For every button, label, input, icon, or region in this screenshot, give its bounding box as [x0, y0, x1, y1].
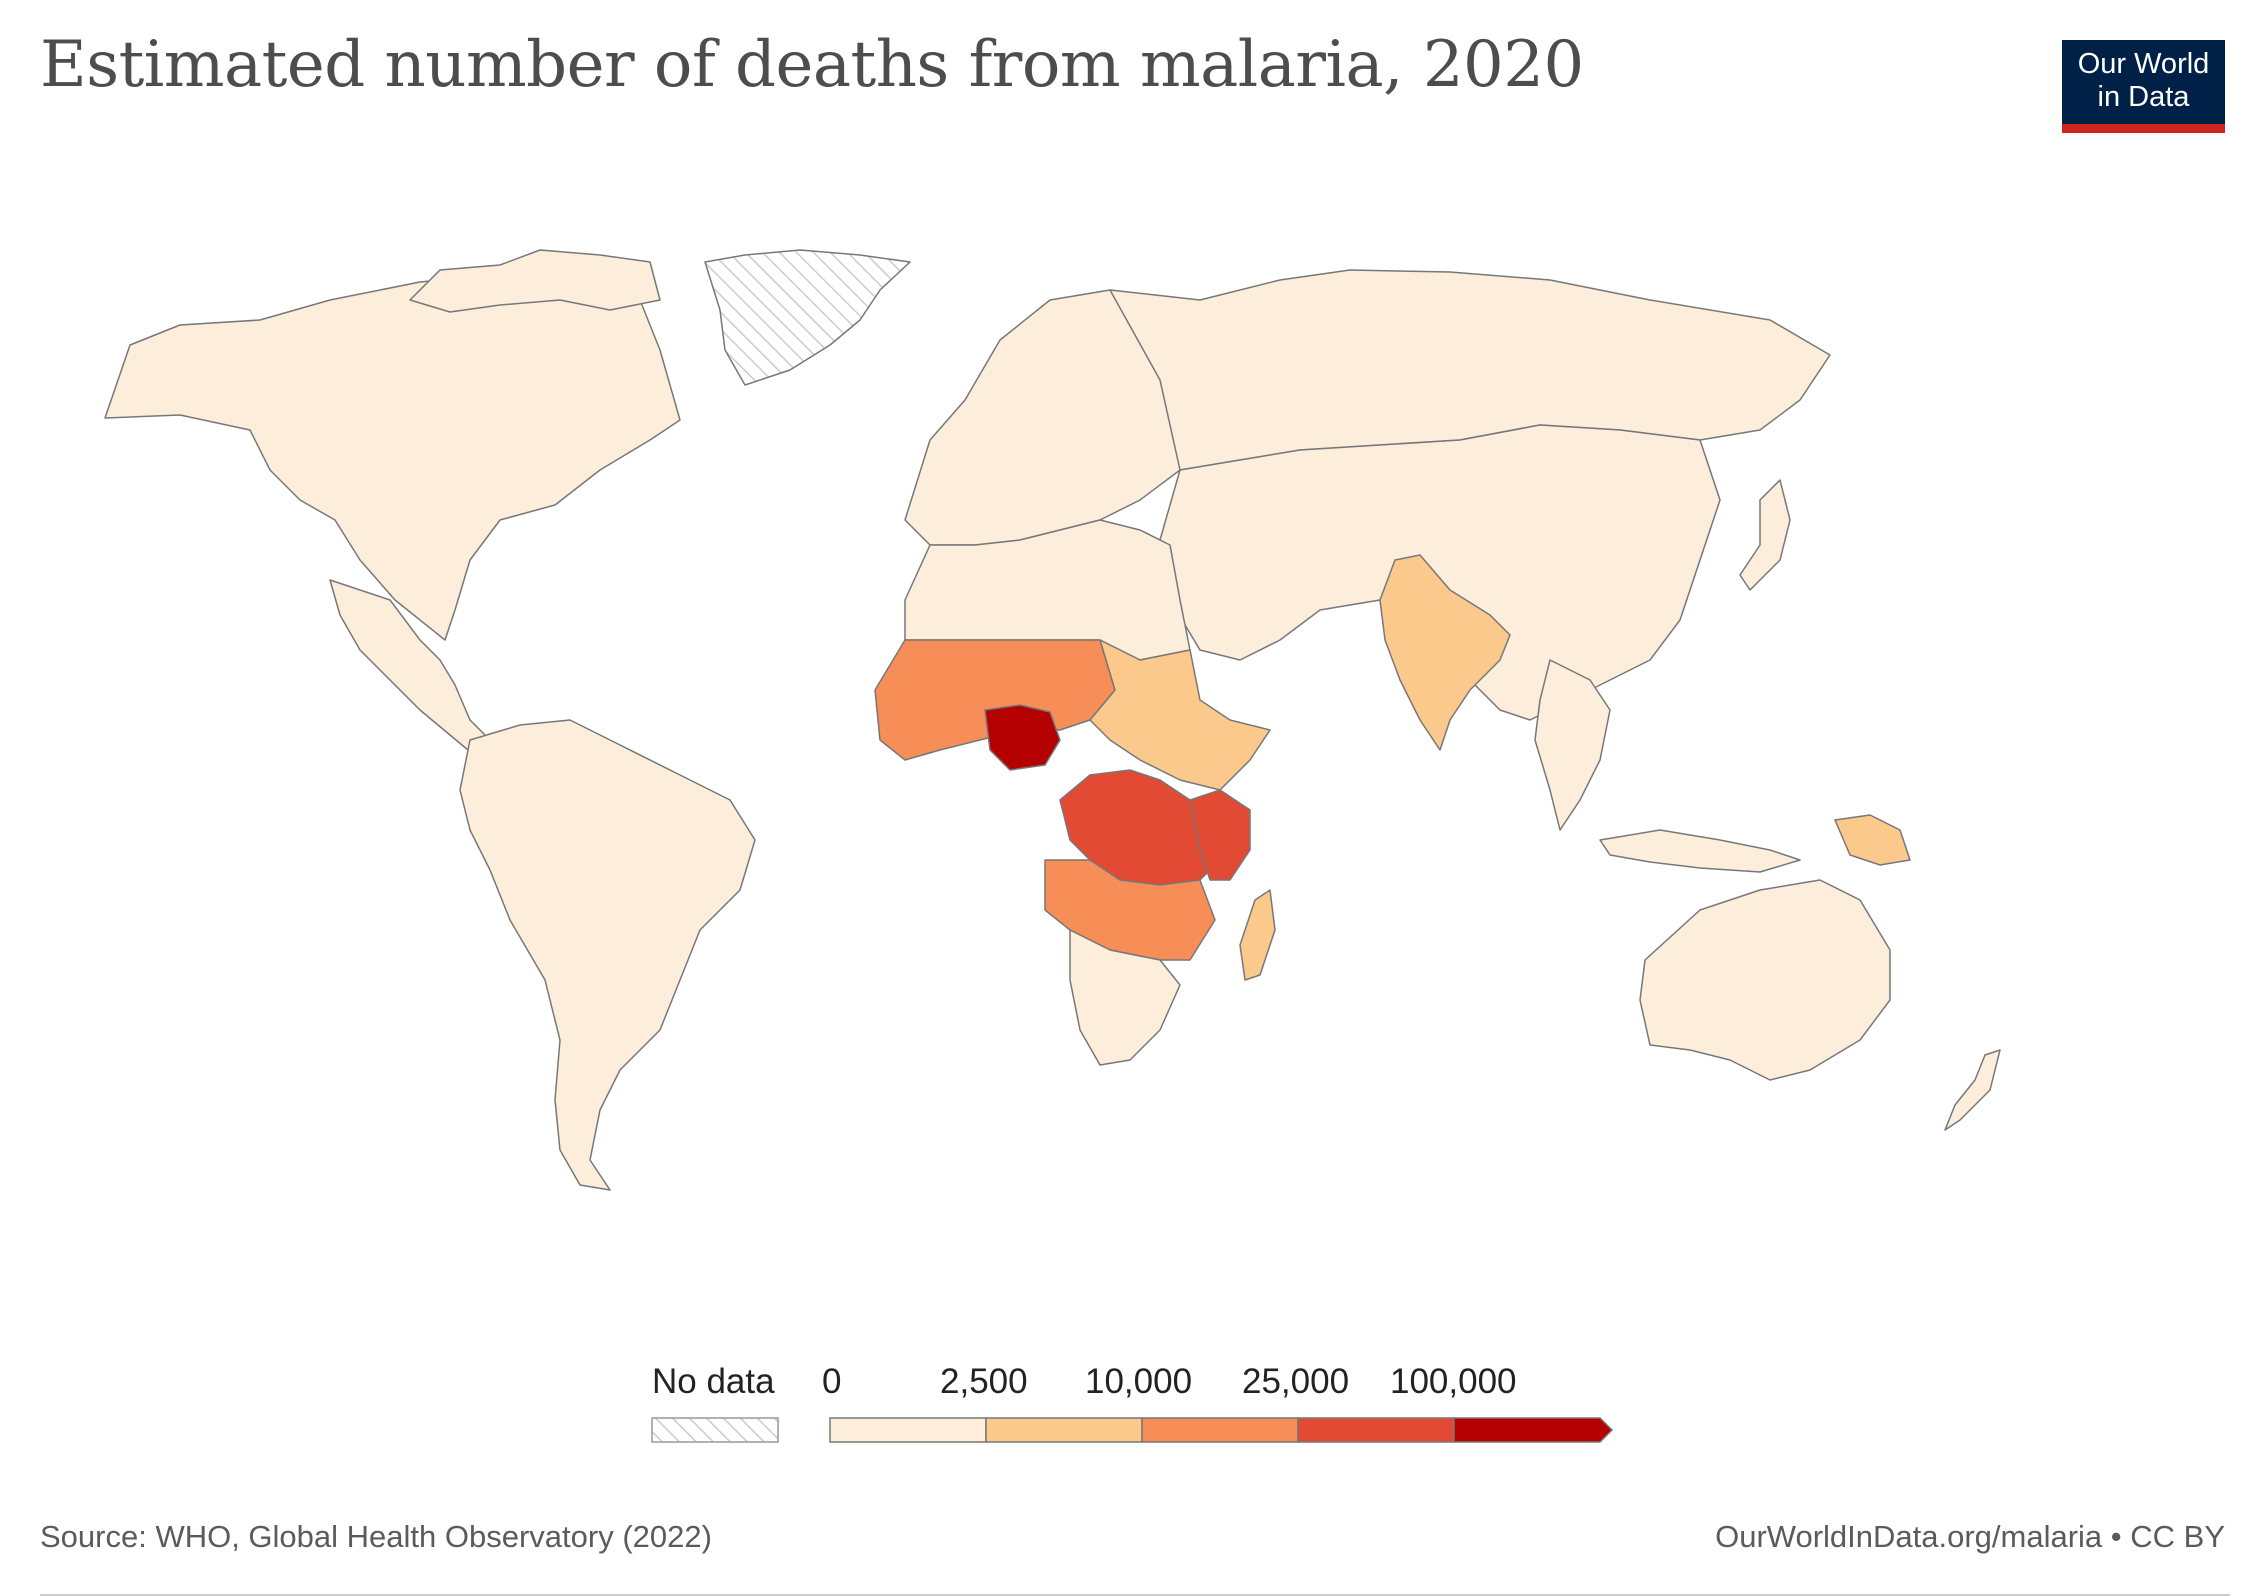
region-south-america[interactable] — [459, 719, 756, 1191]
legend-tick-2500: 2,500 — [940, 1362, 1028, 1401]
legend-no-data-label: No data — [652, 1362, 775, 1401]
region-arctic-islands[interactable] — [409, 249, 661, 313]
region-india[interactable] — [1379, 554, 1511, 751]
legend-bin-3 — [1297, 1417, 1455, 1443]
region-australia[interactable] — [1639, 879, 1891, 1081]
legend-bin-4 — [1453, 1417, 1614, 1443]
legend-bin-1 — [985, 1417, 1143, 1443]
region-east-africa[interactable] — [1189, 789, 1251, 881]
legend-tick-10000: 10,000 — [1085, 1362, 1193, 1401]
region-sudan-horn[interactable] — [1089, 639, 1271, 791]
legend-tick-0: 0 — [822, 1362, 842, 1401]
region-southeast-asia[interactable] — [1534, 659, 1611, 831]
region-japan[interactable] — [1739, 479, 1791, 591]
legend-bin-2 — [1141, 1417, 1299, 1443]
legend-bins — [829, 1417, 1614, 1443]
logo-accent-bar — [2062, 124, 2225, 133]
legend-tick-100000: 100,000 — [1390, 1362, 1517, 1401]
region-papua-new-guinea[interactable] — [1834, 814, 1911, 866]
region-southern-africa[interactable] — [1069, 929, 1181, 1066]
logo-line-2: in Data — [2097, 81, 2190, 113]
region-madagascar[interactable] — [1239, 889, 1276, 981]
region-north-america[interactable] — [104, 271, 681, 641]
legend-bin-0 — [829, 1417, 987, 1443]
region-indonesia[interactable] — [1599, 829, 1801, 873]
logo-line-1: Our World — [2077, 48, 2210, 80]
source-note: Source: WHO, Global Health Observatory (… — [40, 1519, 712, 1554]
chart-title: Estimated number of deaths from malaria,… — [40, 28, 1584, 102]
legend-tick-25000: 25,000 — [1242, 1362, 1350, 1401]
region-south-central-africa[interactable] — [1044, 859, 1216, 961]
region-new-zealand[interactable] — [1944, 1049, 2001, 1131]
region-nigeria[interactable] — [984, 704, 1061, 771]
source-url[interactable]: OurWorldInData.org/malaria • CC BY — [1715, 1519, 2225, 1554]
legend-no-data-swatch — [651, 1417, 779, 1443]
owid-logo[interactable]: Our World in Data — [2062, 40, 2225, 133]
region-greenland[interactable] — [704, 249, 911, 386]
